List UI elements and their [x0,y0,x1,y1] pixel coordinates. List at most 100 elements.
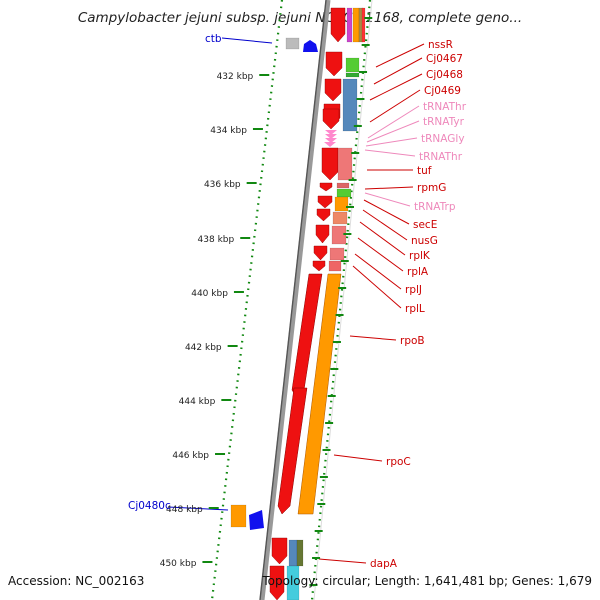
gene-label: rplL [405,303,425,315]
gene-label: tRNAGly [421,133,465,145]
gene-label: rpoC [386,456,411,468]
label-leader [364,186,414,190]
label-leader [365,137,418,147]
gene-label: rplA [407,266,429,278]
gene-label: tRNATyr [423,116,465,128]
gene-label: rplJ [405,284,422,296]
cog-block [296,539,304,567]
label-leader [369,89,421,123]
trna-arrow [325,130,337,135]
cog-block [345,57,360,73]
cog-block [332,211,348,225]
ctb-gene-block [285,37,300,50]
gene-arrow [325,51,343,77]
gene-arrow [312,260,326,272]
gene-arrow [269,565,285,600]
Cj0480c-blue-arrow [249,510,264,530]
gene-arrow [315,224,330,244]
label-leader [362,209,408,241]
scale-label: 442 kbp [185,343,222,353]
gene-label: nusG [411,235,438,247]
scale-label: 438 kbp [198,235,235,245]
cog-block [286,565,300,600]
cog-block [334,196,349,212]
label-leader [354,253,402,290]
gene-block [352,7,360,43]
feature-arrows [230,7,366,600]
scale-label: 450 kbp [160,559,197,569]
gene-arrow [317,195,333,209]
label-leader [221,37,273,44]
label-leader [349,335,397,341]
gene-arrow [321,147,339,181]
gene-arrow [319,182,333,192]
gene-arrow [316,208,331,222]
gene-label: dapA [370,558,398,570]
gene-block [361,7,366,43]
cog-block [336,182,350,189]
label-leader [318,558,367,564]
topology-text: Topology: circular; Length: 1,641,481 bp… [262,574,592,588]
scale-label: 434 kbp [210,126,247,136]
gene-arrow [322,108,340,130]
cog-block [342,78,358,132]
label-leader [363,199,410,225]
label-leaders [167,37,425,564]
gene-block [346,7,353,43]
cog-block [328,260,342,272]
scale-label: 440 kbp [191,289,228,299]
cog-block [336,188,352,198]
gene-label: rpmG [417,182,446,194]
label-leader [364,192,411,207]
label-leader [333,454,383,462]
gene-arrow [313,245,328,261]
gene-label: ctb [205,33,222,45]
gene-label: Cj0467 [426,53,463,65]
label-leader [373,57,423,85]
accession-text: Accession: NC_002163 [8,574,145,588]
gene-labels: nssR Cj0467 Cj0468 Cj0469 tRNAThr tRNATyr tRNA… [128,33,467,570]
rpo-cog-band [297,273,342,515]
gene-label: tRNAThr [423,101,467,113]
gene-label: tRNATrp [414,201,456,213]
scale-label: 432 kbp [217,72,254,82]
backbone-edge [259,0,327,600]
gene-label: Cj0480c [128,500,171,512]
label-leader [375,43,425,68]
cog-block [329,247,345,261]
scale-label: 446 kbp [172,451,209,461]
label-leader [167,506,229,511]
label-leader [367,105,420,139]
trna-arrow [325,138,337,143]
trna-arrow [324,142,336,147]
label-leader [352,265,402,309]
trna-arrow [325,134,337,139]
gene-arrow [330,7,346,43]
gene-label: Cj0468 [426,69,463,81]
cog-block [337,147,353,181]
scale-label: 444 kbp [179,397,216,407]
scale-label: 436 kbp [204,180,241,190]
ctb-blue-arrow [303,40,318,52]
gene-label: Cj0469 [424,85,461,97]
Cj0480c-block [230,504,247,528]
scale-labels: 432 kbp 434 kbp 436 kbp 438 kbp 440 kbp 442 k… [160,17,373,586]
gene-label: secE [413,219,437,231]
backbone-ring [259,0,331,600]
rpoC-arrow [277,387,308,515]
label-leader [357,237,404,272]
gene-label: tuf [417,165,432,177]
label-leader [369,73,423,101]
scale-label: 448 kbp [166,505,203,515]
gene-arrow [324,78,342,102]
gene-label: rplK [409,250,431,262]
cog-block [345,72,360,78]
label-leader [359,221,406,256]
map-title: Campylobacter jejuni subsp. jejuni NCTC … [77,10,523,26]
gene-label: rpoB [400,335,425,347]
gene-label: nssR [428,39,453,51]
cog-block [288,539,298,567]
label-leader [364,149,416,157]
gene-label: tRNAThr [419,151,463,163]
